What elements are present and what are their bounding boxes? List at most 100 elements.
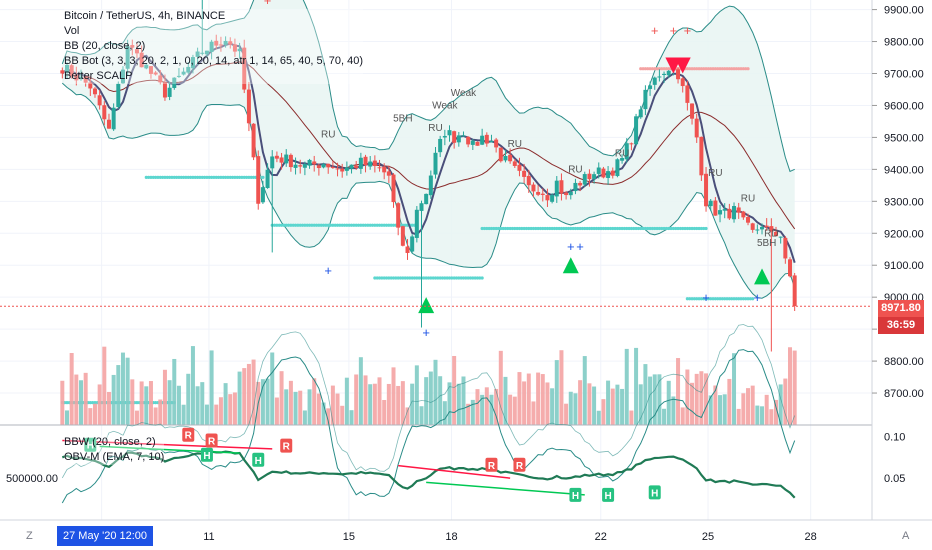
candle-body <box>610 170 615 176</box>
legend-bb[interactable]: BB (20, close, 2) <box>64 39 364 54</box>
support-dot <box>741 297 745 301</box>
support-dot <box>482 226 487 231</box>
buy-arrow <box>418 297 435 314</box>
auto-scale-button[interactable]: A <box>902 530 910 542</box>
support-dot <box>440 276 445 280</box>
volume-bar <box>522 381 527 425</box>
support-dot <box>261 175 265 179</box>
legend-better[interactable]: Better SCALP <box>64 69 364 84</box>
volume-bar <box>237 371 242 425</box>
plus-sell: + <box>264 0 272 8</box>
support-dot <box>272 223 277 227</box>
candle-body <box>708 200 713 207</box>
legend-bbw[interactable]: BBW (20, close, 2) <box>64 435 165 450</box>
support-dot <box>401 223 405 227</box>
volume-bar <box>209 350 214 425</box>
volume-bar <box>172 358 177 425</box>
volume-bar <box>713 385 718 425</box>
volume-bar <box>536 372 541 425</box>
label-ru: RU <box>615 149 629 160</box>
zoom-icon[interactable]: Z <box>26 530 33 542</box>
resistance-dot <box>699 67 703 71</box>
resistance-dot <box>725 67 729 71</box>
support-dot <box>321 223 326 227</box>
time-tick: 18 <box>445 531 457 543</box>
support-dot <box>156 175 160 179</box>
support-dot <box>214 175 218 179</box>
support-dot <box>690 297 694 301</box>
candle-body <box>778 236 783 238</box>
resistance-dot <box>739 67 743 71</box>
volume-bar <box>573 393 578 425</box>
support-dot <box>338 223 342 227</box>
volume-dot <box>91 401 95 405</box>
volume-bar <box>405 407 410 425</box>
support-dot <box>431 276 435 280</box>
volume-bar <box>298 390 303 425</box>
resistance-dot <box>744 67 748 71</box>
volume-bar <box>377 377 382 425</box>
volume-bar <box>190 346 195 425</box>
volume-bar <box>671 396 676 425</box>
volume-bar <box>470 399 475 425</box>
candle-body <box>330 167 335 169</box>
candle-body <box>690 103 695 119</box>
h-badge <box>602 487 615 502</box>
volume-bar <box>102 346 107 425</box>
volume-bar <box>526 373 531 425</box>
candle-body <box>377 167 382 169</box>
legend-vol[interactable]: Vol <box>64 24 364 39</box>
divergence-line <box>99 445 240 454</box>
h-badge <box>648 485 661 500</box>
support-dot <box>492 226 496 231</box>
support-dot <box>559 226 564 231</box>
candle-body <box>83 76 88 83</box>
fast-line <box>61 42 796 264</box>
support-dot <box>655 226 659 231</box>
volume-bar <box>699 371 704 425</box>
support-dot <box>340 223 344 227</box>
support-dot <box>653 226 657 231</box>
support-dot <box>664 226 668 231</box>
price-tick: 9400.00 <box>884 164 924 176</box>
support-dot <box>468 276 473 280</box>
candle-body <box>685 85 690 103</box>
legend-bb-bot[interactable]: BB Bot (3, 3, 3, 20, 2, 1, 0, 20, 14, at… <box>64 54 364 69</box>
candle-body <box>452 131 457 143</box>
volume-bar <box>144 386 149 425</box>
legend-title[interactable]: Bitcoin / TetherUS, 4h, BINANCE <box>64 9 364 24</box>
h-badge-text: H <box>651 488 658 499</box>
price-tick: 8800.00 <box>884 356 924 368</box>
divergence-line <box>426 481 585 496</box>
support-dot <box>529 226 533 231</box>
divergence-line <box>62 439 273 450</box>
candle-body <box>344 167 349 171</box>
candle-body <box>228 41 233 45</box>
legend-obvm[interactable]: OBV-M (EMA, 7, 10) <box>64 450 165 465</box>
plus-buy: + <box>754 290 762 305</box>
volume-bar <box>204 404 209 425</box>
volume-bar <box>344 377 349 425</box>
volume-bar <box>517 372 522 425</box>
support-dots <box>60 67 755 405</box>
volume-bar <box>447 382 452 425</box>
support-dot <box>389 223 393 227</box>
support-dot <box>704 226 708 231</box>
candle-body <box>335 168 340 170</box>
support-dot <box>177 175 181 179</box>
volume-bar <box>97 384 102 425</box>
support-dot <box>415 276 419 280</box>
candle-body <box>354 165 359 168</box>
last-price-tag: 8971.80 <box>878 300 924 317</box>
support-dot <box>599 226 603 231</box>
support-dot <box>361 223 365 227</box>
support-dot <box>209 175 214 179</box>
support-dot <box>277 223 281 227</box>
candle-body <box>470 140 475 145</box>
support-dot <box>391 223 396 227</box>
candle-body <box>750 223 755 230</box>
volume-bar <box>750 385 755 425</box>
volume-dot <box>65 401 69 405</box>
oscillator-pane: HH HH H HR RR RR <box>0 324 932 504</box>
